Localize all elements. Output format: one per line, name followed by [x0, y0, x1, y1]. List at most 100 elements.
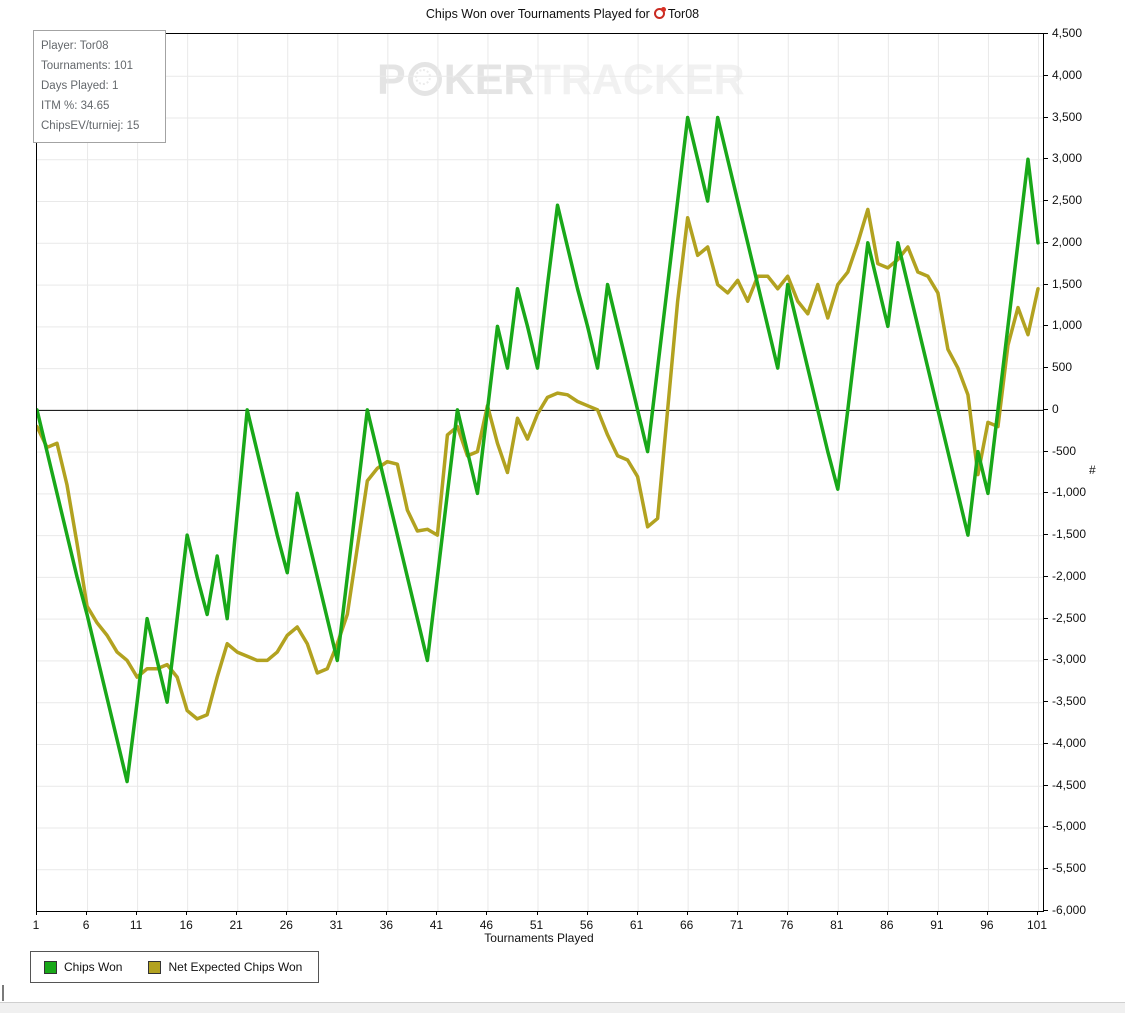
x-tick-label: 21: [229, 918, 243, 932]
x-tick-mark: [586, 911, 588, 915]
x-tick-mark: [86, 911, 88, 915]
y-tick-mark: [1043, 241, 1048, 243]
y-tick-label: -1,500: [1052, 527, 1087, 542]
x-tick-label: 36: [379, 918, 394, 932]
x-tick-label: 76: [780, 918, 794, 932]
y-tick-mark: [1043, 116, 1048, 118]
x-tick-mark: [686, 911, 688, 915]
y-tick-label: -1,000: [1052, 485, 1087, 500]
y-tick-mark: [1043, 534, 1048, 536]
y-tick-mark: [1043, 701, 1048, 703]
x-tick-mark: [1037, 911, 1038, 915]
y-axis-unit-label: #: [1089, 463, 1096, 477]
y-tick-label: 1,500: [1052, 276, 1083, 291]
y-tick-mark: [1043, 200, 1048, 202]
stat-chips-ev: ChipsEV/turniej: 15: [41, 120, 140, 132]
y-tick-mark: [1043, 33, 1048, 34]
y-tick-label: 1,000: [1052, 318, 1083, 333]
x-tick-label: 81: [830, 918, 844, 932]
x-tick-label: 56: [579, 918, 594, 932]
stat-itm-percent: ITM %: 34.65: [41, 100, 110, 112]
net-expected-swatch: [148, 960, 162, 974]
y-tick-label: 2,500: [1052, 193, 1083, 208]
y-tick-label: -4,500: [1052, 777, 1087, 792]
y-tick-label: 0: [1052, 401, 1059, 416]
chart-canvas: [37, 34, 1043, 911]
y-tick-label: -500: [1052, 443, 1077, 458]
x-tick-mark: [636, 911, 638, 915]
y-tick-label: -3,500: [1052, 694, 1087, 709]
y-tick-label: -6,000: [1052, 903, 1087, 917]
watermark-prefix: P: [377, 56, 406, 104]
x-tick-mark: [886, 911, 888, 915]
player-site-icon: [653, 7, 666, 19]
y-tick-mark: [1043, 617, 1048, 619]
x-tick-mark: [36, 911, 37, 915]
y-tick-label: -5,500: [1052, 861, 1087, 876]
x-tick-mark: [736, 911, 738, 915]
y-tick-mark: [1043, 826, 1048, 828]
chart-title-text: Chips Won over Tournaments Played for: [425, 7, 650, 21]
y-tick-label: 500: [1052, 360, 1073, 375]
x-tick-label: 6: [82, 918, 90, 932]
y-tick-mark: [1043, 283, 1048, 285]
legend-label-net-expected: Net Expected Chips Won: [168, 960, 303, 974]
x-tick-mark: [286, 911, 288, 915]
y-tick-label: -2,000: [1052, 568, 1087, 583]
stat-days-played: Days Played: 1: [41, 80, 119, 92]
x-tick-label: 26: [279, 918, 293, 932]
x-tick-mark: [786, 911, 788, 915]
pokertracker-watermark: P KERTRACKER: [377, 56, 745, 105]
y-tick-mark: [1043, 450, 1048, 452]
y-tick-mark: [1043, 784, 1048, 786]
x-tick-label: 91: [930, 918, 944, 932]
watermark-middle: KER: [443, 56, 535, 104]
y-tick-mark: [1043, 868, 1048, 870]
x-tick-mark: [986, 911, 988, 915]
x-tick-mark: [336, 911, 338, 915]
y-tick-mark: [1043, 367, 1048, 369]
chart-title-player: Tor08: [667, 7, 700, 21]
stat-tournaments: Tournaments: 101: [41, 60, 134, 72]
y-tick-mark: [1043, 408, 1048, 410]
x-tick-label: 51: [529, 918, 544, 932]
status-bar: [0, 1002, 1125, 1013]
y-tick-mark: [1043, 325, 1048, 327]
x-tick-label: 96: [980, 918, 994, 932]
y-tick-label: -5,000: [1052, 819, 1087, 834]
x-tick-mark: [936, 911, 938, 915]
y-tick-mark: [1043, 910, 1048, 911]
x-tick-mark: [386, 911, 388, 915]
x-tick-label: 86: [880, 918, 894, 932]
y-tick-mark: [1043, 659, 1048, 661]
y-tick-label: 3,500: [1052, 109, 1083, 124]
y-tick-label: 4,000: [1052, 67, 1083, 82]
chart-plot-area[interactable]: P KERTRACKER: [36, 33, 1044, 912]
x-tick-label: 41: [429, 918, 444, 932]
x-tick-mark: [136, 911, 138, 915]
y-tick-label: 4,500: [1052, 26, 1083, 40]
x-tick-label: 1: [32, 918, 40, 932]
x-tick-label: 61: [629, 918, 644, 932]
y-tick-label: -2,500: [1052, 610, 1087, 625]
x-tick-mark: [186, 911, 188, 915]
x-tick-label: 66: [679, 918, 694, 932]
y-tick-mark: [1043, 74, 1048, 76]
y-tick-label: 2,000: [1052, 234, 1083, 249]
watermark-suffix: TRACKER: [534, 56, 745, 104]
x-tick-mark: [486, 911, 488, 915]
x-tick-label: 101: [1026, 918, 1048, 932]
x-tick-label: 11: [129, 918, 143, 932]
series-line-net-expected-chips-won: [37, 207, 1040, 721]
x-axis-title: Tournaments Played: [484, 931, 594, 945]
x-tick-mark: [836, 911, 838, 915]
x-tick-mark: [236, 911, 238, 915]
stat-player: Player: Tor08: [41, 40, 109, 52]
series-line-chips-won: [37, 115, 1040, 784]
x-tick-label: 31: [329, 918, 343, 932]
y-tick-label: -4,000: [1052, 735, 1087, 750]
y-tick-mark: [1043, 492, 1048, 494]
y-tick-mark: [1043, 158, 1048, 160]
legend-item-net-expected: Net Expected Chips Won: [148, 960, 302, 974]
